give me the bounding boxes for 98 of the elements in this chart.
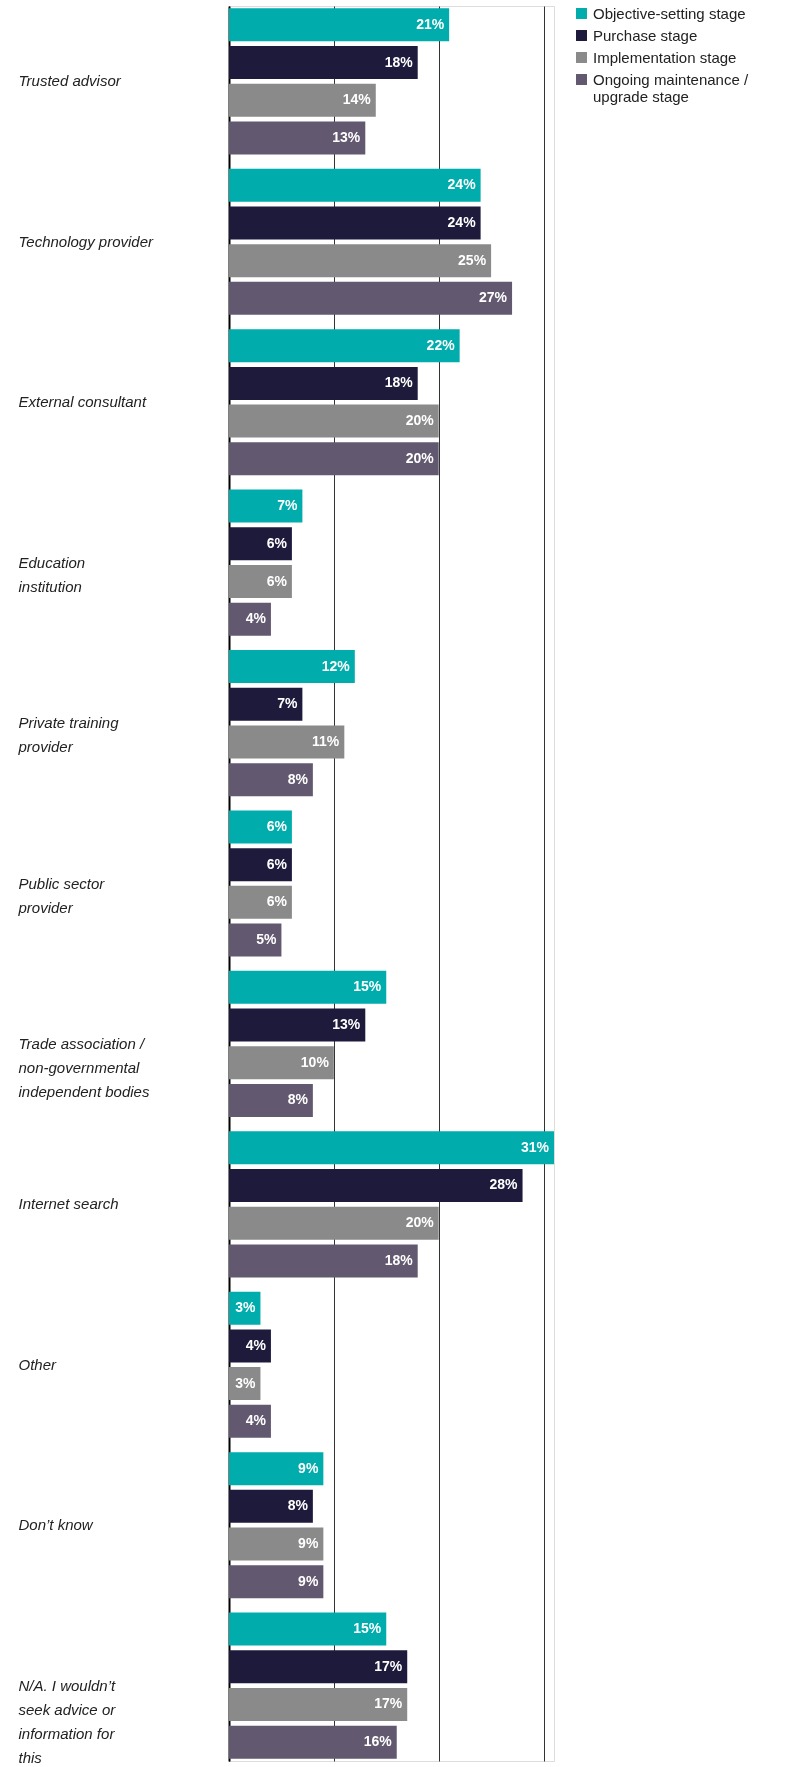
bar [229,970,387,1004]
bar [229,1527,324,1561]
data-label: 6% [266,855,288,872]
bar [229,1612,387,1646]
bar [229,121,366,155]
data-label: 4% [245,1412,267,1429]
data-label: 24% [447,176,477,193]
bar [229,281,513,315]
data-label: 9% [298,1459,319,1476]
data-label: 21% [416,15,445,32]
bar [229,1725,397,1759]
data-label: 5% [256,931,277,948]
y-tick-label: Trusted advisor [18,72,122,90]
bar [229,1046,334,1080]
data-label: 10% [300,1053,330,1070]
data-label: 13% [332,128,361,145]
y-tick-label: Public sector provider [17,874,106,916]
bar [229,1083,313,1117]
bar [229,1244,418,1278]
data-label: 3% [235,1299,256,1316]
data-label: 24% [447,213,477,230]
y-tick-label: Private training provider [17,714,120,756]
data-label: 7% [277,497,298,514]
data-label: 25% [458,251,487,268]
data-label: 4% [245,1336,267,1353]
bar [229,1008,366,1042]
data-label: 20% [405,1214,435,1231]
y-tick-label: Don’t know [18,1516,94,1534]
bar [229,366,418,400]
bar [229,1489,313,1523]
y-tick-label: Education institution [18,553,86,595]
bar [229,1650,408,1684]
data-label: 17% [374,1657,403,1674]
data-label: 4% [245,610,267,627]
legend-label: Objective-setting stage [593,4,746,22]
data-label: 6% [266,817,288,834]
bar [229,489,303,523]
bar [229,725,345,759]
bar [229,527,292,561]
data-label: 8% [287,770,309,787]
data-label: 3% [235,1374,256,1391]
y-tick-label: Trade association / non-governmental independent bodies [18,1034,150,1100]
bar [229,650,355,684]
bar [229,404,439,438]
bar [229,848,292,882]
data-label: 15% [353,978,382,995]
bar [229,1687,408,1721]
bar [229,206,481,240]
data-label: 14% [342,91,372,108]
bar [229,810,292,844]
bar [229,168,481,202]
bar [229,923,282,957]
y-tick-label: External consultant [18,393,147,411]
data-label: 18% [384,1251,414,1268]
bar [229,442,439,476]
bar [229,83,376,117]
data-label: 20% [405,449,435,466]
data-label: 17% [374,1695,403,1712]
data-label: 6% [266,534,288,551]
bar [229,8,450,42]
data-label: 6% [266,572,288,589]
data-label: 8% [287,1497,309,1514]
bar [229,244,492,278]
data-label: 6% [266,893,288,910]
bar [229,763,313,797]
bar [229,46,418,80]
data-label: 31% [520,1138,550,1155]
data-label: 11% [312,732,340,749]
legend-label: Ongoing maintenance / upgrade stage [593,70,749,105]
data-label: 18% [384,374,414,391]
data-label: 28% [489,1176,519,1193]
y-tick-label: Technology provider [18,232,155,250]
bar [229,1452,324,1486]
bar [229,687,303,721]
data-label: 15% [353,1620,382,1637]
data-label: 20% [405,412,435,429]
bar [229,1565,324,1599]
bar [229,1206,439,1240]
data-label: 13% [332,1016,361,1033]
legend-label: Purchase stage [593,26,698,44]
data-label: 9% [298,1535,319,1552]
y-tick-label: N/A. I wouldn’t seek advice or information for this [18,1676,117,1766]
bar [229,885,292,919]
y-tick-label: Other [18,1355,58,1373]
data-label: 16% [363,1733,393,1750]
bar [229,565,292,599]
bar [229,1131,554,1165]
data-label: 8% [287,1091,309,1108]
data-label: 22% [426,336,456,353]
bar [229,329,460,363]
bar [229,1168,523,1202]
data-label: 12% [321,657,351,674]
data-label: 27% [479,289,508,306]
legend-label: Implementation stage [593,48,737,66]
data-label: 18% [384,53,414,70]
data-label: 7% [277,695,298,712]
y-tick-label: Internet search [18,1195,119,1213]
data-label: 9% [298,1572,319,1589]
